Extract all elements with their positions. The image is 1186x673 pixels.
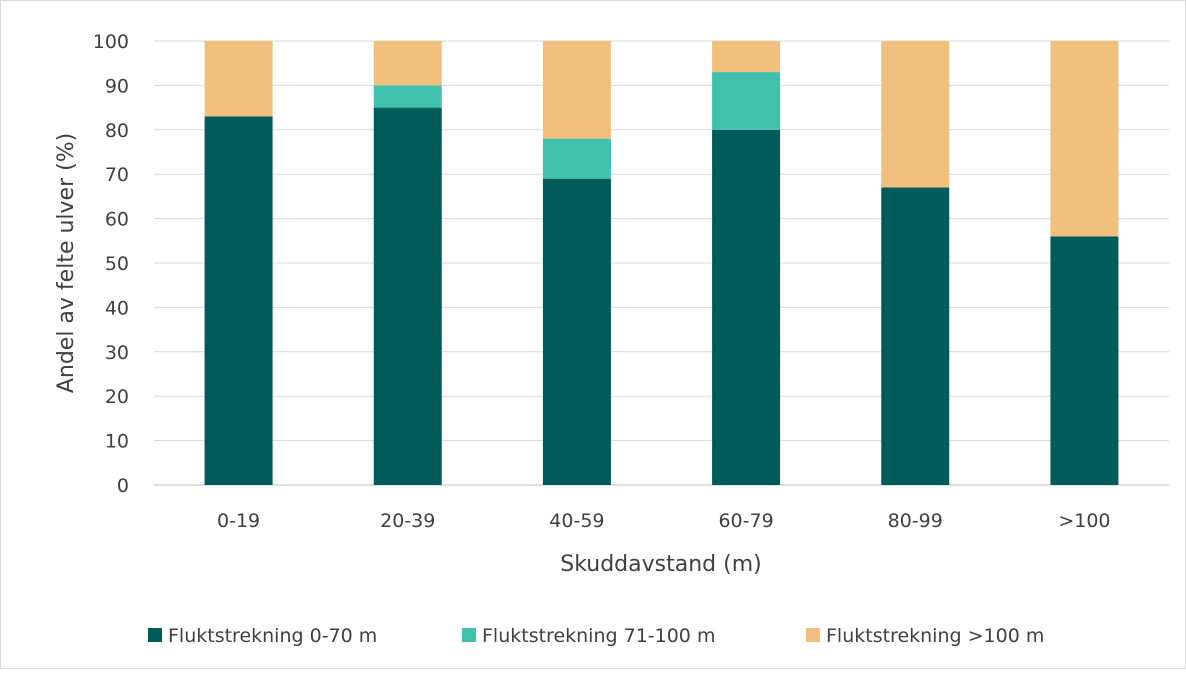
bar-segment xyxy=(712,41,781,73)
bar-segment xyxy=(1050,41,1119,237)
bar-segment xyxy=(373,107,442,485)
legend-swatch xyxy=(462,628,476,642)
bar-segment xyxy=(712,72,781,130)
x-tick-labels: 0-19 20-39 40-59 60-79 80-99 >100 xyxy=(217,510,1110,532)
x-tick-label: 20-39 xyxy=(380,510,435,532)
bar-segment xyxy=(542,138,611,179)
bar-segment xyxy=(881,187,950,485)
bar-segment xyxy=(712,129,781,486)
x-tick-label: 80-99 xyxy=(888,510,943,532)
bar-segment xyxy=(1050,236,1119,485)
legend-label: Fluktstrekning 71-100 m xyxy=(482,625,715,647)
y-tick-label: 10 xyxy=(105,431,129,453)
x-tick-label: 60-79 xyxy=(718,510,773,532)
x-tick-label: 40-59 xyxy=(549,510,604,532)
y-tick-label: 50 xyxy=(105,253,129,275)
legend: Fluktstrekning 0-70 m Fluktstrekning 71-1… xyxy=(148,625,1044,647)
y-tick-label: 60 xyxy=(105,209,129,231)
y-tick-label: 90 xyxy=(105,75,129,97)
bar-segment xyxy=(881,41,950,188)
bars xyxy=(204,41,1119,486)
y-tick-label: 70 xyxy=(105,164,129,186)
bar-segment xyxy=(373,85,442,108)
y-tick-labels: 0 10 20 30 40 50 60 70 80 90 100 xyxy=(93,31,129,497)
bar-segment xyxy=(373,41,442,86)
y-tick-label: 80 xyxy=(105,120,129,142)
bar-segment xyxy=(204,116,273,485)
x-tick-label: >100 xyxy=(1058,510,1110,532)
legend-label: Fluktstrekning >100 m xyxy=(826,625,1044,647)
x-axis-title: Skuddavstand (m) xyxy=(560,552,761,577)
legend-label: Fluktstrekning 0-70 m xyxy=(168,625,377,647)
y-tick-label: 0 xyxy=(117,475,129,497)
bar-segment xyxy=(204,41,273,117)
gridlines xyxy=(154,40,1169,486)
legend-swatch xyxy=(806,628,820,642)
y-tick-label: 40 xyxy=(105,297,129,319)
y-axis-title: Andel av felte ulver (%) xyxy=(54,133,79,393)
bar-segment xyxy=(542,178,611,485)
y-tick-label: 100 xyxy=(93,31,129,53)
legend-swatch xyxy=(148,628,162,642)
x-tick-label: 0-19 xyxy=(217,510,260,532)
y-tick-label: 20 xyxy=(105,386,129,408)
y-tick-label: 30 xyxy=(105,342,129,364)
bar-segment xyxy=(542,41,611,139)
